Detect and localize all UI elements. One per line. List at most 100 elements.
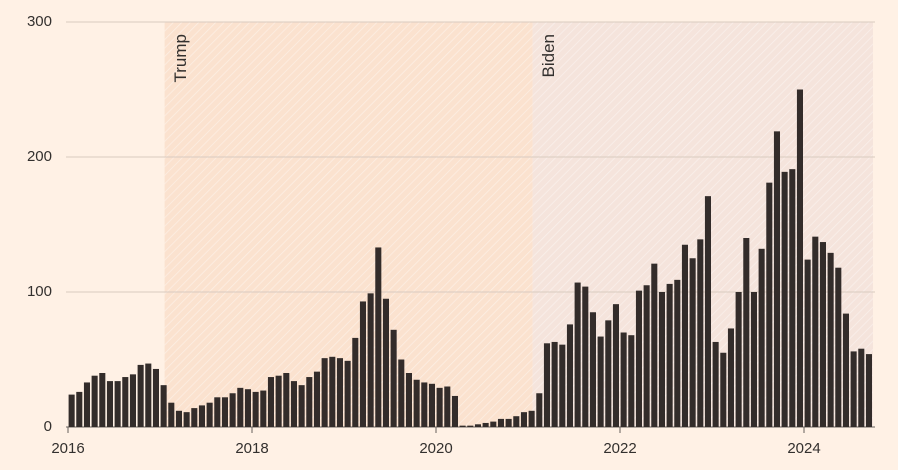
bar — [129, 374, 136, 427]
bar — [252, 391, 259, 427]
bar — [436, 387, 443, 427]
bar — [490, 421, 497, 427]
bar — [336, 358, 343, 427]
bar — [367, 293, 374, 427]
bar — [91, 375, 98, 427]
bar — [329, 356, 336, 427]
bar — [298, 385, 305, 427]
x-tick-label: 2024 — [787, 440, 820, 457]
bar — [536, 393, 543, 427]
bar — [781, 171, 788, 427]
bar — [474, 424, 481, 427]
bar — [275, 375, 282, 427]
bar — [137, 364, 144, 427]
bar — [145, 363, 152, 427]
bar — [459, 425, 466, 427]
bar — [651, 263, 658, 427]
bar — [658, 292, 665, 427]
bar — [796, 89, 803, 427]
bar — [283, 373, 290, 427]
bar — [168, 402, 175, 427]
bar — [858, 348, 865, 427]
bar — [428, 383, 435, 427]
bar — [505, 418, 512, 427]
bar — [628, 335, 635, 427]
bar — [114, 381, 121, 427]
x-tick-label: 2020 — [419, 440, 452, 457]
bar — [743, 238, 750, 427]
bar — [451, 395, 458, 427]
bar — [643, 285, 650, 427]
bar — [359, 301, 366, 427]
bar — [183, 412, 190, 427]
bar — [221, 397, 228, 427]
period-hatch — [164, 22, 533, 427]
bar — [520, 412, 527, 427]
bar — [306, 377, 313, 427]
bar — [405, 373, 412, 427]
bar — [237, 387, 244, 427]
bar — [842, 313, 849, 427]
y-tick-label: 100 — [27, 283, 52, 300]
bar — [467, 425, 474, 427]
bar — [666, 283, 673, 427]
bar — [612, 304, 619, 427]
bar — [865, 354, 872, 427]
bar — [106, 381, 113, 427]
bar — [198, 405, 205, 427]
bar — [635, 290, 642, 427]
bar — [789, 169, 796, 427]
bar — [766, 182, 773, 427]
bar — [543, 343, 550, 427]
bar — [290, 381, 297, 427]
bar — [160, 385, 167, 427]
bar — [352, 337, 359, 427]
bar — [68, 394, 75, 427]
bar — [735, 292, 742, 427]
bar — [758, 248, 765, 427]
bar — [720, 352, 727, 427]
bar — [804, 259, 811, 427]
bar — [413, 379, 420, 427]
x-tick-label: 2022 — [603, 440, 636, 457]
y-tick-label: 0 — [44, 418, 52, 435]
bar — [582, 286, 589, 427]
bar — [773, 131, 780, 427]
bar — [482, 422, 489, 427]
bar — [513, 416, 520, 427]
bar — [597, 336, 604, 427]
bar — [497, 418, 504, 427]
bar — [76, 391, 83, 427]
bar — [674, 279, 681, 427]
bar — [191, 408, 198, 427]
bar — [398, 359, 405, 427]
bar — [390, 329, 397, 427]
bar — [812, 236, 819, 427]
bar — [712, 341, 719, 427]
bar — [175, 410, 182, 427]
bar — [83, 382, 90, 427]
bar — [750, 292, 757, 427]
bar — [528, 410, 535, 427]
bar — [260, 390, 267, 427]
bar — [313, 371, 320, 427]
bar — [697, 239, 704, 427]
bar — [267, 377, 274, 427]
bar — [375, 247, 382, 427]
bar — [382, 298, 389, 427]
bar — [99, 373, 106, 427]
y-tick-label: 200 — [27, 148, 52, 165]
bar — [589, 312, 596, 427]
bar — [244, 389, 251, 427]
bar — [704, 196, 711, 427]
bar — [681, 244, 688, 427]
bar — [566, 324, 573, 427]
bar — [122, 377, 129, 427]
bar — [727, 328, 734, 427]
bar — [421, 382, 428, 427]
bar — [206, 402, 213, 427]
bar — [850, 351, 857, 427]
bar — [819, 242, 826, 427]
bar — [321, 358, 328, 427]
